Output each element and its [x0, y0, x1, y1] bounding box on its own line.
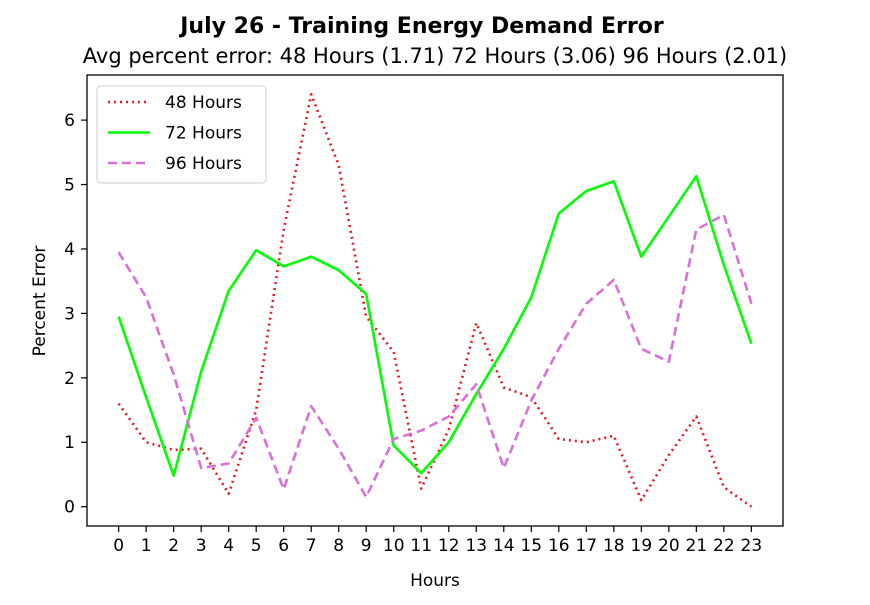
plot-frame	[86, 74, 784, 527]
x-tick-label: 11	[410, 536, 432, 556]
x-tick-label: 2	[168, 536, 179, 556]
x-tick-label: 15	[520, 536, 542, 556]
x-tick-label: 18	[603, 536, 625, 556]
chart-title: July 26 - Training Energy Demand Error	[178, 14, 664, 39]
series-line-2	[117, 213, 753, 499]
y-tick-label: 0	[64, 498, 75, 518]
x-tick-label: 10	[383, 536, 405, 556]
x-tick-label: 12	[438, 536, 460, 556]
legend-label-2: 96 Hours	[165, 154, 242, 174]
legend-label-1: 72 Hours	[165, 124, 242, 144]
x-tick-label: 5	[251, 536, 262, 556]
x-tick-label: 20	[658, 536, 680, 556]
x-tick-label: 0	[113, 536, 124, 556]
x-tick-label: 1	[141, 536, 152, 556]
legend-box	[96, 85, 267, 184]
x-tick-label: 23	[741, 536, 763, 556]
x-tick-label: 16	[548, 536, 570, 556]
x-tick-label: 9	[361, 536, 372, 556]
legend: 48 Hours 72 Hours 96 Hours	[96, 85, 267, 184]
chart-subtitle: Avg percent error: 48 Hours (1.71) 72 Ho…	[83, 44, 787, 68]
y-axis: 0 1 2 3 4 5 6	[64, 111, 87, 518]
y-tick-label: 5	[64, 176, 75, 196]
y-tick-label: 6	[64, 111, 75, 131]
x-tick-label: 22	[713, 536, 735, 556]
x-axis-label: Hours	[410, 571, 460, 591]
x-tick-label: 8	[333, 536, 344, 556]
x-tick-label: 7	[306, 536, 317, 556]
x-tick-label: 4	[223, 536, 234, 556]
x-tick-label: 3	[196, 536, 207, 556]
y-tick-label: 3	[64, 304, 75, 324]
plot-area	[117, 93, 753, 508]
x-tick-label: 17	[575, 536, 597, 556]
x-tick-label: 6	[278, 536, 289, 556]
x-tick-label: 21	[686, 536, 708, 556]
x-axis: 0 1 2 3 4 5 6 7 8 9 10 11 12 13 14 15 16 17 18 19 20 21 22 23	[113, 526, 762, 556]
x-tick-label: 13	[465, 536, 487, 556]
y-tick-label: 2	[64, 369, 75, 389]
y-tick-label: 4	[64, 240, 75, 260]
series-line-1	[117, 174, 753, 478]
y-axis-label: Percent Error	[30, 246, 50, 357]
y-tick-label: 1	[64, 433, 75, 453]
legend-label-0: 48 Hours	[165, 93, 242, 113]
x-tick-label: 14	[493, 536, 515, 556]
x-tick-label: 19	[631, 536, 653, 556]
